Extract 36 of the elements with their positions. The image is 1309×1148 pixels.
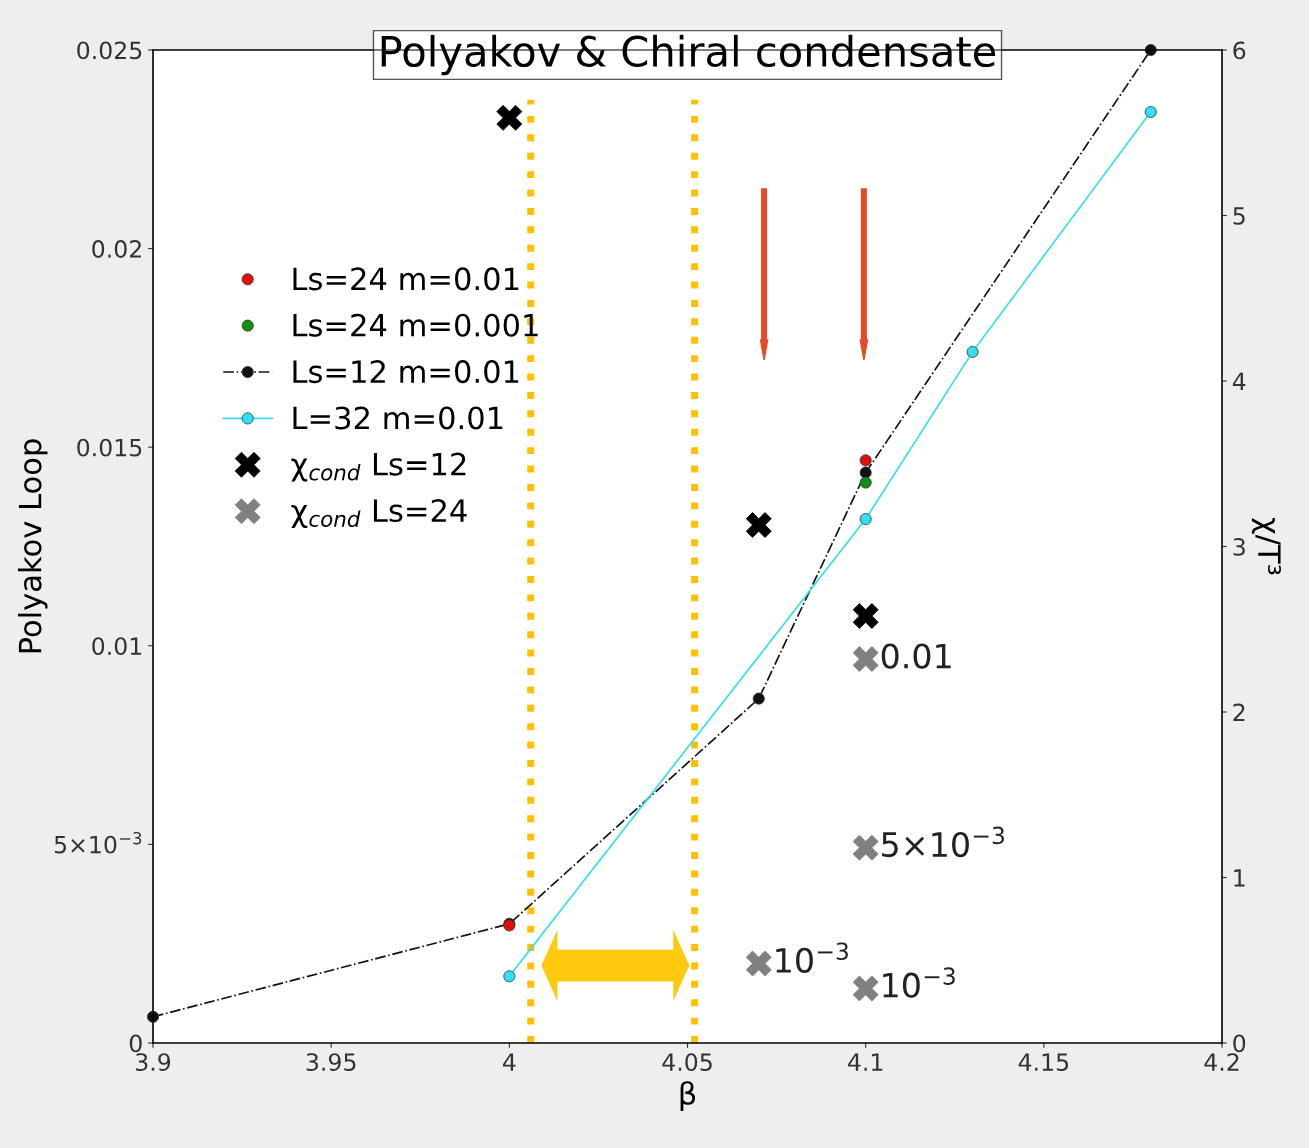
x-tick-label: 4.2 (1204, 1053, 1239, 1071)
legend-label: Ls=12 m=0.01 (293, 360, 519, 384)
x-tick-label: 3.9 (136, 1053, 171, 1071)
y2-tick-label: 0 (1233, 1034, 1246, 1053)
y2-tick-label: 3 (1233, 537, 1245, 556)
annotation: 10$^{−3}$ (883, 967, 955, 998)
y2-tick-label: 4 (1232, 372, 1246, 390)
x-tick-label: 4.1 (848, 1053, 883, 1071)
x-tick-label: 4.15 (1018, 1053, 1069, 1071)
point (745, 950, 772, 977)
y2-tick-label: 6 (1233, 41, 1246, 60)
legend-label: χ$_{cond}$ Ls=24 (291, 499, 467, 529)
chart-title: Polyakov & Chiral condensate (381, 34, 996, 76)
x-tick-label: 4 (502, 1053, 516, 1071)
x-tick-label: 3.95 (306, 1053, 356, 1071)
x-axis-title: β (680, 1081, 696, 1111)
legend-label: L=32 m=0.01 (293, 406, 503, 430)
x-tick-label: 4.05 (662, 1053, 712, 1071)
y-axis-title: Polyakov Loop (17, 439, 48, 653)
y-tick-label: 0.02 (92, 240, 141, 258)
legend-label: Ls=24 m=0.001 (293, 313, 538, 337)
legend-label: Ls=24 m=0.01 (293, 267, 519, 291)
y2-tick-label: 5 (1233, 207, 1245, 225)
y-tick-label: 0.01 (92, 637, 142, 656)
legend-label: χ$_{cond}$ Ls=12 (291, 452, 466, 482)
y-tick-label: 0 (129, 1034, 142, 1053)
annotation: 0.01 (881, 643, 951, 669)
annotation: 5×10$^{−3}$ (882, 826, 1004, 858)
y-tick-label: 0.015 (77, 438, 142, 457)
y2-axis-title: χ/T³ (1251, 517, 1281, 575)
y-tick-label: 5×10$^{−3}$ (54, 831, 142, 854)
annotation: 10$^{−3}$ (776, 942, 848, 973)
y-tick-label: 0.025 (77, 41, 142, 60)
point (745, 512, 772, 538)
y2-tick-label: 1 (1234, 869, 1245, 887)
y2-tick-label: 2 (1233, 703, 1245, 721)
